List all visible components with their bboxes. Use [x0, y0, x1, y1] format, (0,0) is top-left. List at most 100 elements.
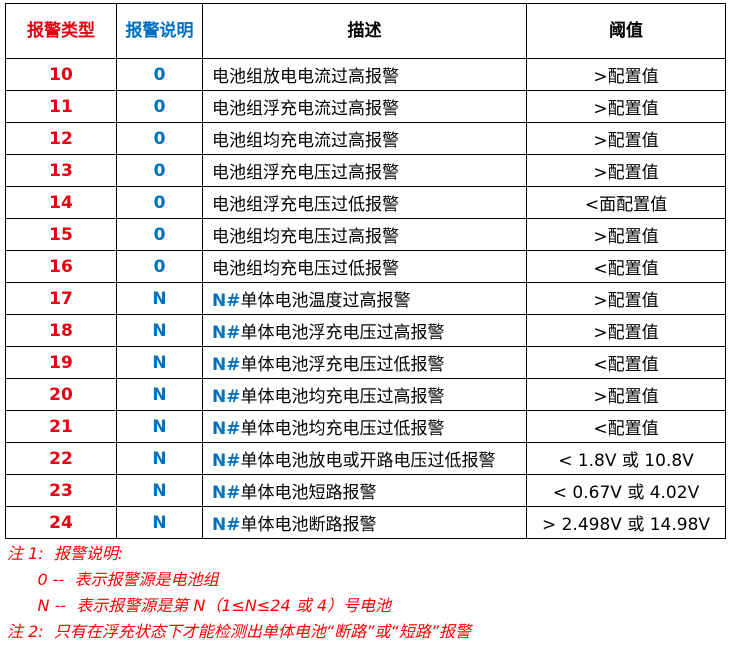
alarm-source: N: [116, 474, 203, 507]
table-row: 15 0 电池组均充电压过高报警 >配置值: [5, 218, 726, 251]
alarm-type: 21: [5, 410, 117, 443]
alarm-description: 电池组浮充电流过高报警: [202, 90, 527, 123]
alarm-description: 电池组浮充电压过高报警: [202, 154, 527, 187]
alarm-type: 24: [5, 506, 117, 539]
table-row: 10 0 电池组放电电流过高报警 >配置值: [5, 58, 726, 91]
alarm-type: 18: [5, 314, 117, 347]
alarm-description: 电池组均充电流过高报警: [202, 122, 527, 155]
alarm-threshold: < 1.8V 或 10.8V: [526, 442, 726, 475]
alarm-description: N#单体电池浮充电压过高报警: [202, 314, 527, 347]
description-text: 电池组浮充电压过高报警: [212, 163, 399, 183]
alarm-source: 0: [116, 250, 203, 283]
header-threshold: 阈值: [526, 3, 726, 59]
alarm-description: N#单体电池短路报警: [202, 474, 527, 507]
alarm-threshold: <面配置值: [526, 186, 726, 219]
note-2: 注 2: 只有在浮充状态下才能检测出单体电池“断路”或“短路”报警: [7, 622, 471, 641]
alarm-description: N#单体电池浮充电压过低报警: [202, 346, 527, 379]
alarm-type: 13: [5, 154, 117, 187]
description-text: 电池组浮充电流过高报警: [212, 99, 399, 119]
description-text: 单体电池放电或开路电压过低报警: [240, 451, 496, 471]
notes: 注 1: 报警说明: 0 -- 表示报警源是电池组 N -- 表示报警源是第 N…: [7, 541, 471, 645]
table-row: 19 N N#单体电池浮充电压过低报警 <配置值: [5, 346, 726, 379]
alarm-threshold: >配置值: [526, 314, 726, 347]
header-source: 报警说明: [116, 3, 203, 59]
alarm-type: 15: [5, 218, 117, 251]
alarm-source: 0: [116, 186, 203, 219]
alarm-source: 0: [116, 122, 203, 155]
description-text: 单体电池均充电压过高报警: [240, 387, 445, 407]
table-row: 12 0 电池组均充电流过高报警 >配置值: [5, 122, 726, 155]
header-description: 描述: [202, 3, 527, 59]
alarm-type: 12: [5, 122, 117, 155]
alarm-source: N: [116, 506, 203, 539]
description-text: 单体电池温度过高报警: [240, 291, 411, 311]
description-text: 电池组放电电流过高报警: [212, 67, 399, 87]
table-row: 20 N N#单体电池均充电压过高报警 >配置值: [5, 378, 726, 411]
description-text: 电池组均充电压过高报警: [212, 227, 399, 247]
table-row: 18 N N#单体电池浮充电压过高报警 >配置值: [5, 314, 726, 347]
alarm-threshold: >配置值: [526, 154, 726, 187]
table-row: 17 N N#单体电池温度过高报警 >配置值: [5, 282, 726, 315]
alarm-type: 22: [5, 442, 117, 475]
alarm-source: 0: [116, 90, 203, 123]
alarm-description: 电池组均充电压过低报警: [202, 250, 527, 283]
table-row: 24 N N#单体电池断路报警 > 2.498V 或 14.98V: [5, 506, 726, 539]
battery-prefix: N#: [212, 483, 241, 503]
description-text: 单体电池浮充电压过高报警: [240, 323, 445, 343]
alarm-threshold: <配置值: [526, 410, 726, 443]
alarm-type: 10: [5, 58, 117, 91]
alarm-source: N: [116, 442, 203, 475]
alarm-description: N#单体电池放电或开路电压过低报警: [202, 442, 527, 475]
note-1-zero: 0 -- 表示报警源是电池组: [7, 570, 219, 589]
alarm-source: N: [116, 378, 203, 411]
battery-prefix: N#: [212, 515, 241, 535]
header-row: 报警类型 报警说明 描述 阈值: [5, 3, 726, 59]
table-row: 16 0 电池组均充电压过低报警 <配置值: [5, 250, 726, 283]
alarm-description: 电池组均充电压过高报警: [202, 218, 527, 251]
header-type: 报警类型: [5, 3, 117, 59]
alarm-type: 23: [5, 474, 117, 507]
alarm-description: 电池组放电电流过高报警: [202, 58, 527, 91]
alarm-type: 17: [5, 282, 117, 315]
description-text: 单体电池均充电压过低报警: [240, 419, 445, 439]
table-row: 11 0 电池组浮充电流过高报警 >配置值: [5, 90, 726, 123]
alarm-description: N#单体电池断路报警: [202, 506, 527, 539]
alarm-source: 0: [116, 218, 203, 251]
alarm-table: 报警类型 报警说明 描述 阈值 10 0 电池组放电电流过高报警 >配置值 11 …: [5, 3, 726, 539]
alarm-threshold: <配置值: [526, 250, 726, 283]
battery-prefix: N#: [212, 323, 241, 343]
alarm-source: N: [116, 282, 203, 315]
alarm-source: N: [116, 410, 203, 443]
alarm-threshold: >配置值: [526, 282, 726, 315]
battery-prefix: N#: [212, 387, 241, 407]
alarm-type: 14: [5, 186, 117, 219]
table-row: 13 0 电池组浮充电压过高报警 >配置值: [5, 154, 726, 187]
alarm-source: 0: [116, 154, 203, 187]
alarm-type: 16: [5, 250, 117, 283]
alarm-description: N#单体电池温度过高报警: [202, 282, 527, 315]
description-text: 电池组均充电流过高报警: [212, 131, 399, 151]
alarm-description: 电池组浮充电压过低报警: [202, 186, 527, 219]
table-row: 21 N N#单体电池均充电压过低报警 <配置值: [5, 410, 726, 443]
battery-prefix: N#: [212, 451, 241, 471]
alarm-threshold: >配置值: [526, 90, 726, 123]
description-text: 单体电池浮充电压过低报警: [240, 355, 445, 375]
description-text: 电池组浮充电压过低报警: [212, 195, 399, 215]
table-row: 23 N N#单体电池短路报警 < 0.67V 或 4.02V: [5, 474, 726, 507]
alarm-threshold: >配置值: [526, 58, 726, 91]
description-text: 单体电池断路报警: [240, 515, 377, 535]
alarm-threshold: >配置值: [526, 378, 726, 411]
alarm-threshold: >配置值: [526, 122, 726, 155]
alarm-source: N: [116, 346, 203, 379]
alarm-description: N#单体电池均充电压过高报警: [202, 378, 527, 411]
alarm-type: 11: [5, 90, 117, 123]
alarm-threshold: <配置值: [526, 346, 726, 379]
alarm-threshold: < 0.67V 或 4.02V: [526, 474, 726, 507]
note-1: 注 1: 报警说明:: [7, 544, 124, 563]
battery-prefix: N#: [212, 355, 241, 375]
table-row: 14 0 电池组浮充电压过低报警 <面配置值: [5, 186, 726, 219]
alarm-type: 19: [5, 346, 117, 379]
battery-prefix: N#: [212, 419, 241, 439]
description-text: 电池组均充电压过低报警: [212, 259, 399, 279]
alarm-source: 0: [116, 58, 203, 91]
